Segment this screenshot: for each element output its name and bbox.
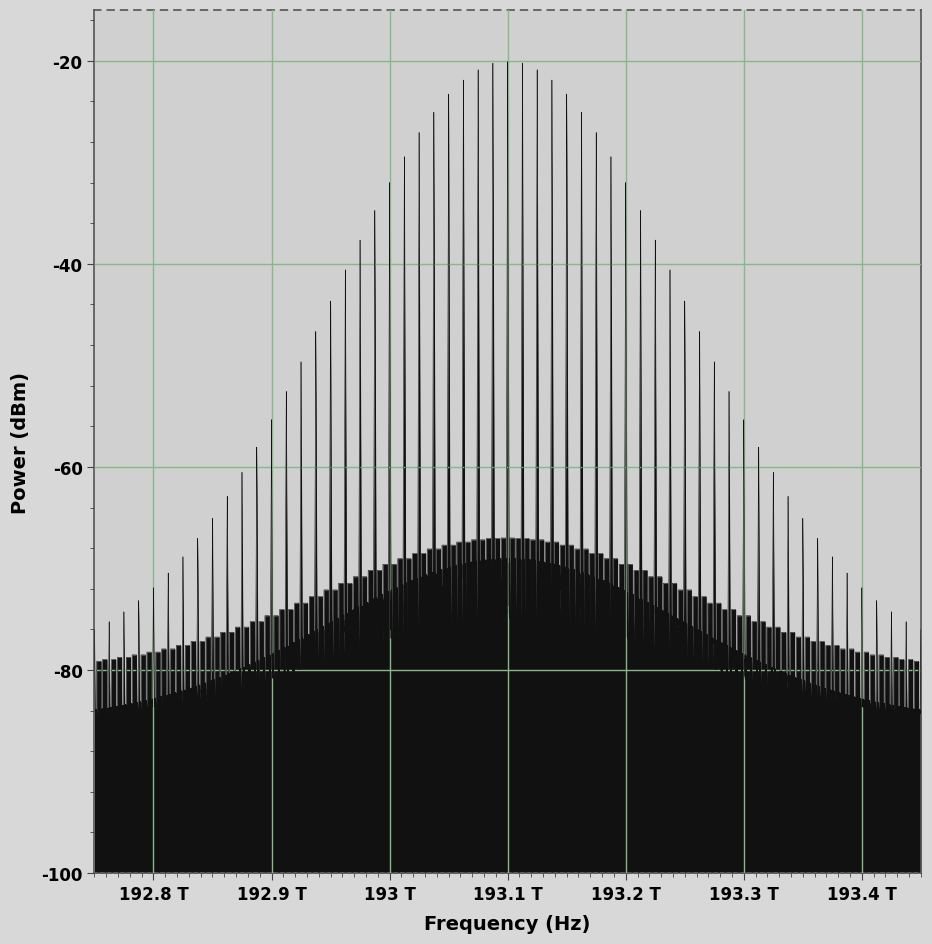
X-axis label: Frequency (Hz): Frequency (Hz)	[424, 914, 591, 933]
Y-axis label: Power (dBm): Power (dBm)	[11, 371, 30, 513]
